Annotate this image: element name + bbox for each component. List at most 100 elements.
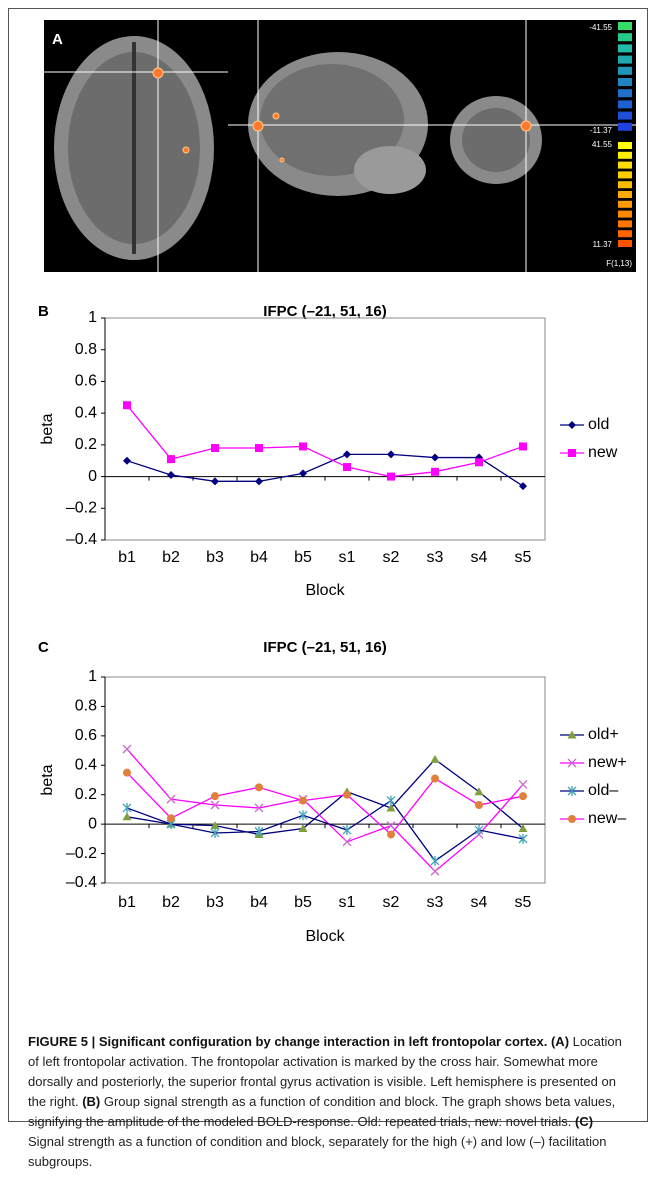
colorbar-cell [618, 210, 632, 218]
y-tick-label: 0.4 [75, 757, 97, 774]
colorbar-cell [618, 100, 632, 109]
colorbar-label: -41.55 [589, 23, 612, 32]
legend-label: new [588, 444, 618, 461]
x-tick-label: b2 [162, 894, 180, 911]
colorbar-label: -11.37 [590, 126, 613, 135]
y-tick-label: –0.2 [66, 845, 97, 862]
marker [342, 837, 352, 847]
marker [386, 821, 396, 831]
marker [519, 792, 527, 801]
marker [474, 787, 484, 796]
marker [519, 442, 527, 451]
colorbar-cell [618, 181, 632, 189]
colorbar-cell [618, 122, 632, 131]
legend-marker [568, 421, 576, 429]
x-tick-label: s2 [383, 894, 400, 911]
chart-title: IFPC (–21, 51, 16) [263, 639, 386, 656]
marker [431, 774, 439, 783]
series-line [126, 758, 524, 836]
plot-frame [104, 317, 546, 541]
marker [430, 855, 440, 866]
marker [387, 450, 395, 459]
marker [167, 470, 175, 479]
series-line [126, 404, 524, 478]
colorbar-cell [618, 55, 632, 64]
colorbar-cell [618, 171, 632, 179]
legend-label: new+ [588, 754, 627, 771]
panel-label: C [38, 639, 49, 656]
colorbar-cell [618, 111, 632, 120]
x-tick-label: s5 [515, 894, 532, 911]
y-tick-label: 0.6 [75, 727, 97, 744]
marker [211, 792, 219, 801]
colorbar-cell [618, 191, 632, 198]
y-tick-label: –0.4 [66, 874, 97, 891]
brain-coronal [450, 96, 542, 184]
marker [518, 824, 528, 833]
marker [430, 866, 440, 876]
x-tick-label: b3 [206, 894, 224, 911]
chart-title: IFPC (–21, 51, 16) [263, 303, 386, 320]
colorbar-cell [618, 89, 632, 98]
crosshairs [44, 20, 636, 272]
x-tick-label: b4 [250, 549, 268, 566]
marker [299, 469, 307, 478]
colorbar-cell [618, 161, 632, 169]
chart: C IFPC (–21, 51, 16) beta Block –0.4 –0.2 0 0.2… [38, 639, 627, 945]
colorbar-cell [618, 200, 632, 208]
legend-label: old [588, 416, 609, 433]
marker [518, 833, 528, 844]
caption-text: (A) [547, 1034, 570, 1049]
marker [122, 812, 132, 821]
figure: A -41.55 -11.37 41.55 11.37 F(1,13) B IFP… [38, 20, 636, 945]
legend-label: new– [588, 810, 626, 827]
caption-text: Location of left frontopolar activation.… [28, 1034, 622, 1109]
x-tick-label: s4 [471, 549, 488, 566]
marker [210, 827, 220, 838]
series-line [126, 772, 524, 836]
colorbar-cell [618, 142, 632, 149]
x-tick-label: s5 [515, 549, 532, 566]
y-tick-label: 1 [88, 309, 97, 326]
y-axis-label: beta [39, 764, 56, 795]
marker [299, 796, 307, 805]
marker [387, 472, 395, 481]
marker [123, 456, 131, 465]
colorbar-cell [618, 66, 632, 75]
legend-marker [568, 449, 576, 457]
activations [152, 67, 532, 163]
colorbar-label: F(1,13) [606, 259, 632, 268]
marker [167, 455, 175, 464]
x-tick-label: s1 [339, 549, 356, 566]
y-tick-label: 0.8 [75, 341, 97, 358]
y-tick-label: –0.2 [66, 500, 97, 517]
colorbar-cell [618, 230, 632, 238]
y-tick-label: 0 [88, 815, 97, 832]
legend-marker [567, 758, 577, 768]
marker [211, 477, 219, 486]
x-tick-label: b2 [162, 549, 180, 566]
legend-marker [568, 815, 576, 823]
brain-sagittal [248, 52, 428, 196]
x-tick-label: s4 [471, 894, 488, 911]
marker [474, 825, 484, 836]
marker [210, 800, 220, 810]
marker [430, 754, 440, 763]
marker [343, 450, 351, 459]
marker [431, 453, 439, 462]
marker [255, 783, 263, 792]
panel-label: B [38, 303, 49, 320]
marker [255, 444, 263, 453]
colorbar-cell [618, 22, 632, 30]
legend-marker [567, 730, 577, 739]
colorbar-label: 41.55 [592, 140, 613, 149]
y-tick-label: 1 [88, 668, 97, 685]
y-axis-label: beta [39, 413, 56, 444]
marker [123, 401, 131, 410]
series-line [126, 453, 524, 487]
marker [343, 463, 351, 472]
marker [431, 467, 439, 476]
marker [299, 442, 307, 451]
brain-axial [54, 36, 214, 260]
colorbar-cell [618, 33, 632, 42]
